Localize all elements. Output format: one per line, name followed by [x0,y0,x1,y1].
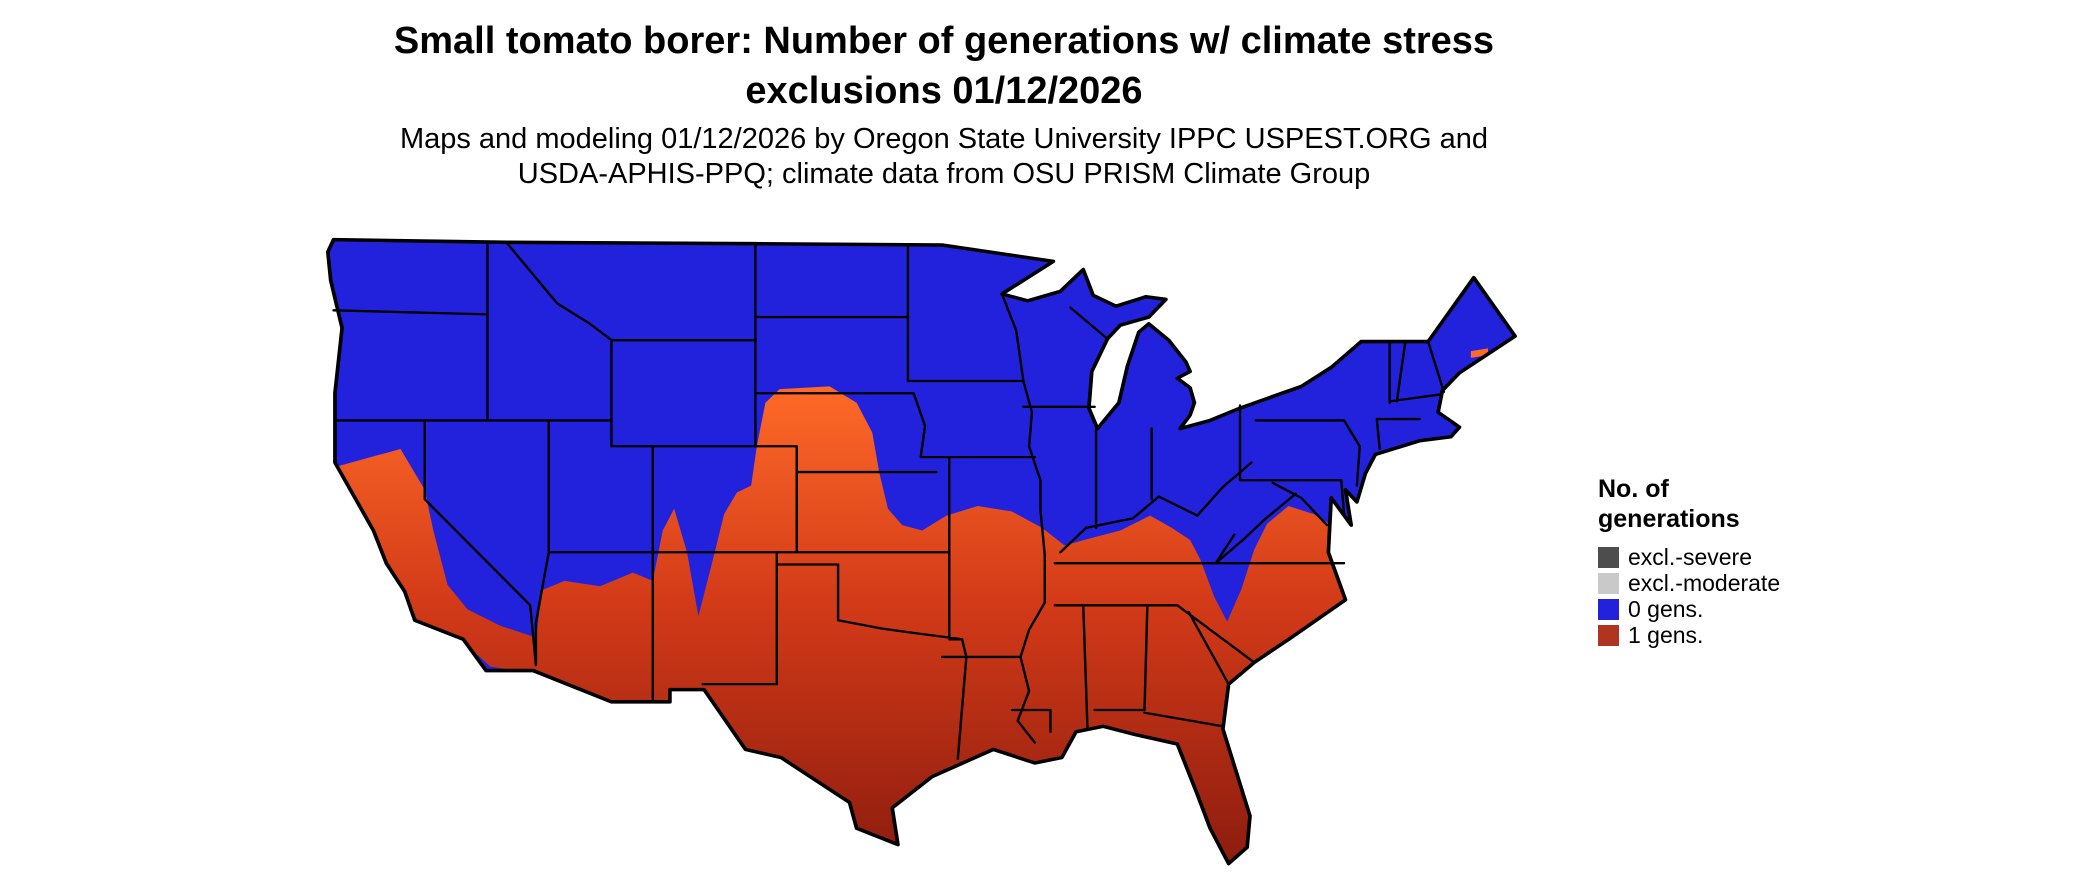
state-borders [332,242,1446,761]
us-map [315,226,1555,884]
legend-row-excl-moderate: excl.-moderate [1598,570,1898,596]
us-outline [325,237,1517,866]
legend-swatch-excl-moderate [1598,572,1619,594]
subtitle-line-1: Maps and modeling 01/12/2026 by Oregon S… [399,123,1489,155]
us-map-svg [325,237,1517,866]
subtitle-line-2: USDA-APHIS-PPQ; climate data from OSU PR… [517,158,1371,191]
one-generation-region-california [336,448,568,675]
legend-title-line-1: No. of [1598,475,1669,503]
page-title: Small tomato borer: Number of generation… [0,16,1888,116]
legend-title-line-2: generations [1598,505,1740,533]
legend-label-excl-severe: excl.-severe [1628,543,1752,570]
legend-row-0-gens: 0 gens. [1598,596,1898,622]
title-line-2: exclusions 01/12/2026 [745,70,1143,113]
legend-row-1-gens: 1 gens. [1598,622,1898,648]
legend-swatch-1-gens [1598,624,1619,646]
legend-label-excl-moderate: excl.-moderate [1628,569,1781,596]
legend-row-excl-severe: excl.-severe [1598,544,1898,570]
page-subtitle: Maps and modeling 01/12/2026 by Oregon S… [0,122,1888,193]
legend-items: excl.-severe excl.-moderate 0 gens. 1 ge… [1598,544,1898,648]
map-legend: No. of generations excl.-severe excl.-mo… [1598,474,1898,648]
legend-label-0-gens: 0 gens. [1628,595,1704,622]
legend-swatch-excl-severe [1598,546,1619,568]
legend-label-1-gens: 1 gens. [1628,621,1704,648]
title-line-1: Small tomato borer: Number of generation… [393,20,1495,62]
legend-swatch-0-gens [1598,598,1619,620]
